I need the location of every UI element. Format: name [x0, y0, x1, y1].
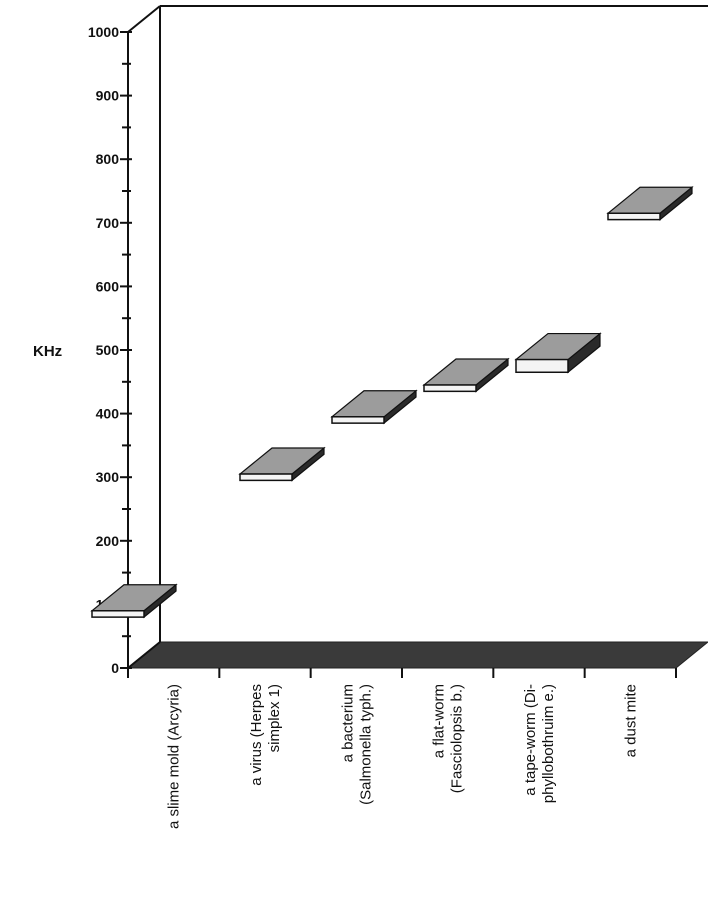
x-category-label: phyllobothruim e.) [540, 684, 557, 803]
chart-floor-group [126, 641, 708, 669]
y-tick-label: 300 [96, 469, 120, 485]
range-bar [90, 583, 178, 619]
x-category-label: a bacterium [339, 684, 356, 762]
x-axis-group: a slime mold (Arcyria) a virus (Herpes sim… [127, 668, 677, 829]
x-category-label: simplex 1) [266, 684, 283, 752]
wall-top-connector [127, 5, 161, 33]
range-bar-front [239, 473, 293, 482]
range-bar [238, 446, 326, 482]
y-axis-label: KHz [33, 343, 62, 360]
range-bar-front [423, 384, 477, 393]
x-category-label: (Fasciolopsis b.) [449, 684, 466, 793]
range-bar-front [515, 358, 569, 374]
range-bar-front [91, 610, 145, 618]
bars-group [90, 185, 694, 619]
range-bar [606, 185, 694, 221]
x-category-label: (Salmonella typh.) [357, 684, 374, 805]
y-tick-label: 900 [96, 88, 120, 104]
range-bar-front [331, 416, 385, 424]
y-tick-label: 500 [96, 342, 120, 358]
y-tick-label: 200 [96, 533, 120, 549]
x-category-label: a flat-worm [431, 684, 448, 758]
chart-walls-group [127, 5, 708, 669]
y-tick-label: 400 [96, 406, 120, 422]
x-category-label: a tape-worm (Di- [522, 684, 539, 796]
y-tick-label: 600 [96, 278, 120, 294]
y-tick-label: 1000 [88, 24, 119, 40]
x-category-label: a slime mold (Arcyria) [166, 684, 183, 829]
y-axis-group: 01002003004005006007008009001000 [88, 24, 132, 676]
y-tick-label: 800 [96, 151, 120, 167]
range-bar-front [607, 212, 661, 221]
range-bar [330, 389, 418, 425]
x-category-label: a virus (Herpes [248, 684, 265, 786]
y-tick-label: 0 [111, 660, 119, 676]
chart-floor [126, 641, 708, 669]
range-bar [422, 357, 510, 393]
y-tick-label: 700 [96, 215, 120, 231]
range-bar [514, 332, 602, 374]
x-category-label: a dust mite [622, 684, 639, 757]
wall-bottom-connector [127, 641, 161, 669]
